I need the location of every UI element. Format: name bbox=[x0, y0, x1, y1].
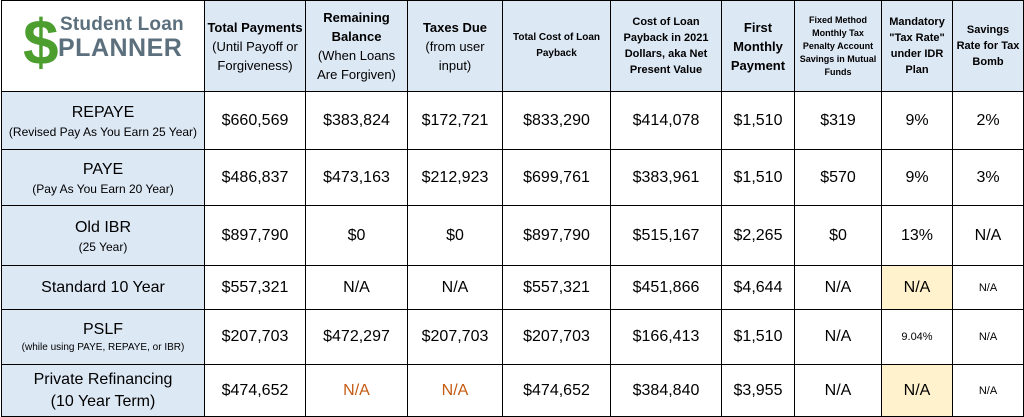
cell-taxes-due: N/A bbox=[407, 265, 503, 310]
row-label-repaye: REPAYE (Revised Pay As You Earn 25 Year) bbox=[1, 91, 205, 150]
logo-cell: $ Student Loan PLANNER bbox=[1, 0, 205, 92]
header-first-payment: First Monthly Payment bbox=[721, 0, 795, 92]
cell-taxes-due: $207,703 bbox=[407, 309, 503, 365]
dollar-sign-icon: $ bbox=[23, 6, 59, 78]
cell-total-payments: $207,703 bbox=[204, 309, 306, 365]
cell-total-cost: $207,703 bbox=[502, 309, 611, 365]
cell-total-cost: $699,761 bbox=[502, 149, 611, 206]
cell-tax-penalty-savings: N/A bbox=[794, 309, 882, 365]
cell-first-payment: $1,510 bbox=[721, 91, 795, 150]
header-row: $ Student Loan PLANNER Total Payments (Un… bbox=[1, 0, 1024, 92]
header-total-cost: Total Cost of Loan Payback bbox=[502, 0, 611, 92]
cell-remaining-balance: $472,297 bbox=[305, 309, 408, 365]
table-row: PSLF (while using PAYE, REPAYE, or IBR) $… bbox=[1, 309, 1024, 365]
table-row: Old IBR (25 Year) $897,790 $0 $0 $897,790… bbox=[1, 205, 1024, 266]
cell-taxes-due: $0 bbox=[407, 205, 503, 266]
cell-total-cost: $557,321 bbox=[502, 265, 611, 310]
cell-total-payments: $486,837 bbox=[204, 149, 306, 206]
cell-tax-rate: 13% bbox=[881, 205, 953, 266]
cell-savings-rate: N/A bbox=[952, 205, 1024, 266]
cell-first-payment: $1,510 bbox=[721, 309, 795, 365]
cell-tax-penalty-savings: N/A bbox=[794, 364, 882, 417]
cell-savings-rate: 2% bbox=[952, 91, 1024, 150]
cell-remaining-balance: N/A bbox=[305, 265, 408, 310]
cell-savings-rate: N/A bbox=[952, 265, 1024, 310]
cell-taxes-due: $172,721 bbox=[407, 91, 503, 150]
cell-remaining-balance: $0 bbox=[305, 205, 408, 266]
cell-savings-rate: N/A bbox=[952, 364, 1024, 417]
cell-total-cost: $474,652 bbox=[502, 364, 611, 417]
row-label-standard-10-year: Standard 10 Year bbox=[1, 265, 205, 310]
cell-remaining-balance: $473,163 bbox=[305, 149, 408, 206]
header-tax-penalty-savings: Fixed Method Monthly Tax Penalty Account… bbox=[794, 0, 882, 92]
cell-first-payment: $2,265 bbox=[721, 205, 795, 266]
cell-total-cost: $833,290 bbox=[502, 91, 611, 150]
header-remaining-balance: Remaining Balance (When Loans Are Forgive… bbox=[305, 0, 408, 92]
cell-first-payment: $1,510 bbox=[721, 149, 795, 206]
row-label-private-refinancing: Private Refinancing (10 Year Term) bbox=[1, 364, 205, 417]
cell-tax-rate: N/A bbox=[881, 265, 953, 310]
cell-npv: $383,961 bbox=[610, 149, 722, 206]
cell-tax-penalty-savings: $319 bbox=[794, 91, 882, 150]
student-loan-planner-logo: $ Student Loan PLANNER bbox=[3, 2, 204, 90]
cell-npv: $166,413 bbox=[610, 309, 722, 365]
cell-first-payment: $3,955 bbox=[721, 364, 795, 417]
cell-npv: $451,866 bbox=[610, 265, 722, 310]
cell-npv: $414,078 bbox=[610, 91, 722, 150]
cell-tax-rate: N/A bbox=[881, 364, 953, 417]
cell-taxes-due: $212,923 bbox=[407, 149, 503, 206]
cell-savings-rate: N/A bbox=[952, 309, 1024, 365]
row-label-old-ibr: Old IBR (25 Year) bbox=[1, 205, 205, 266]
cell-tax-rate: 9% bbox=[881, 91, 953, 150]
cell-total-payments: $897,790 bbox=[204, 205, 306, 266]
logo-text-line1: Student Loan bbox=[60, 14, 184, 35]
header-taxes-due: Taxes Due (from user input) bbox=[407, 0, 503, 92]
table-row: Private Refinancing (10 Year Term) $474,6… bbox=[1, 364, 1024, 417]
cell-tax-rate: 9% bbox=[881, 149, 953, 206]
cell-npv: $384,840 bbox=[610, 364, 722, 417]
cell-total-payments: $660,569 bbox=[204, 91, 306, 150]
table-row: REPAYE (Revised Pay As You Earn 25 Year) … bbox=[1, 91, 1024, 150]
cell-npv: $515,167 bbox=[610, 205, 722, 266]
header-total-payments: Total Payments (Until Payoff or Forgivene… bbox=[204, 0, 306, 92]
cell-taxes-due: N/A bbox=[407, 364, 503, 417]
cell-savings-rate: 3% bbox=[952, 149, 1024, 206]
table-row: PAYE (Pay As You Earn 20 Year) $486,837 $… bbox=[1, 149, 1024, 206]
cell-total-payments: $474,652 bbox=[204, 364, 306, 417]
header-tax-rate: Mandatory "Tax Rate" under IDR Plan bbox=[881, 0, 953, 92]
logo-text-line2: PLANNER bbox=[58, 34, 183, 62]
cell-tax-penalty-savings: N/A bbox=[794, 265, 882, 310]
row-label-pslf: PSLF (while using PAYE, REPAYE, or IBR) bbox=[1, 309, 205, 365]
cell-remaining-balance: $383,824 bbox=[305, 91, 408, 150]
cell-first-payment: $4,644 bbox=[721, 265, 795, 310]
header-npv: Cost of Loan Payback in 2021 Dollars, ak… bbox=[610, 0, 722, 92]
cell-tax-penalty-savings: $570 bbox=[794, 149, 882, 206]
cell-tax-penalty-savings: $0 bbox=[794, 205, 882, 266]
cell-total-payments: $557,321 bbox=[204, 265, 306, 310]
cell-remaining-balance: N/A bbox=[305, 364, 408, 417]
cell-total-cost: $897,790 bbox=[502, 205, 611, 266]
cell-tax-rate: 9.04% bbox=[881, 309, 953, 365]
header-savings-rate: Savings Rate for Tax Bomb bbox=[952, 0, 1024, 92]
row-label-paye: PAYE (Pay As You Earn 20 Year) bbox=[1, 149, 205, 206]
table-row: Standard 10 Year $557,321 N/A N/A $557,3… bbox=[1, 265, 1024, 310]
